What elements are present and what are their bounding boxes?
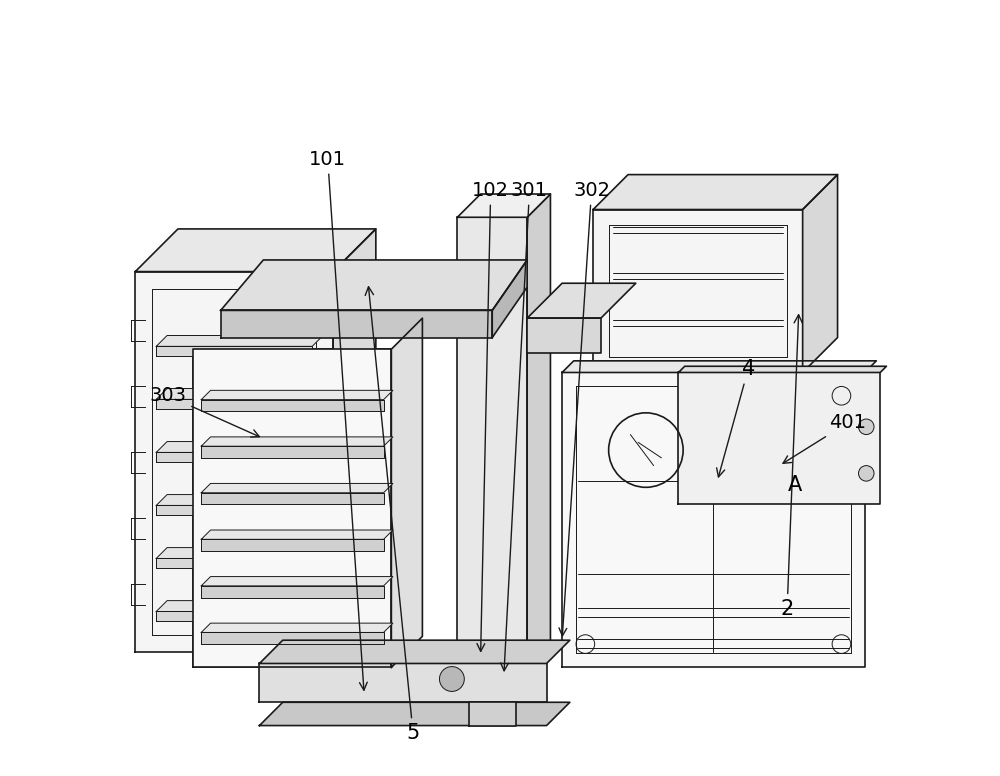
Text: 301: 301 [501,181,548,670]
Circle shape [859,419,874,435]
Polygon shape [259,702,570,726]
Polygon shape [527,283,636,318]
Text: A: A [788,475,802,495]
Circle shape [859,466,874,481]
Polygon shape [156,452,312,462]
Circle shape [439,667,464,691]
Polygon shape [156,494,323,505]
Polygon shape [201,446,384,458]
Polygon shape [156,611,312,621]
Polygon shape [156,548,323,559]
Text: 4: 4 [717,359,755,477]
Polygon shape [201,390,393,400]
Polygon shape [457,217,527,667]
Text: 5: 5 [365,287,420,743]
Polygon shape [201,623,393,632]
Polygon shape [593,210,803,372]
Polygon shape [156,346,312,355]
Polygon shape [156,601,323,611]
Polygon shape [457,194,550,217]
Polygon shape [333,229,376,652]
Polygon shape [678,372,880,504]
Polygon shape [527,194,550,667]
Text: 401: 401 [783,414,866,463]
Polygon shape [193,349,391,667]
Text: 101: 101 [309,150,367,690]
Polygon shape [259,640,570,663]
Text: 303: 303 [149,386,259,437]
Polygon shape [562,361,876,372]
Text: 302: 302 [559,181,610,636]
Polygon shape [201,577,393,586]
Polygon shape [135,272,333,652]
Polygon shape [803,175,838,372]
Polygon shape [469,702,516,726]
Polygon shape [593,175,838,210]
Polygon shape [221,310,492,338]
Polygon shape [201,632,384,644]
Polygon shape [201,437,393,446]
Polygon shape [135,229,376,272]
Polygon shape [527,318,601,353]
Polygon shape [391,318,422,667]
Text: 102: 102 [472,181,509,651]
Polygon shape [201,539,384,551]
Polygon shape [156,335,323,346]
Polygon shape [201,586,384,598]
Polygon shape [492,260,527,338]
Text: 2: 2 [780,315,802,619]
Polygon shape [156,442,323,452]
Polygon shape [201,530,393,539]
Polygon shape [678,366,886,372]
Polygon shape [259,663,547,702]
Polygon shape [156,389,323,400]
Polygon shape [156,400,312,409]
Polygon shape [156,559,312,568]
Polygon shape [201,483,393,493]
Polygon shape [221,260,527,310]
Polygon shape [156,505,312,514]
Polygon shape [201,400,384,411]
Polygon shape [562,372,865,667]
Polygon shape [201,493,384,504]
